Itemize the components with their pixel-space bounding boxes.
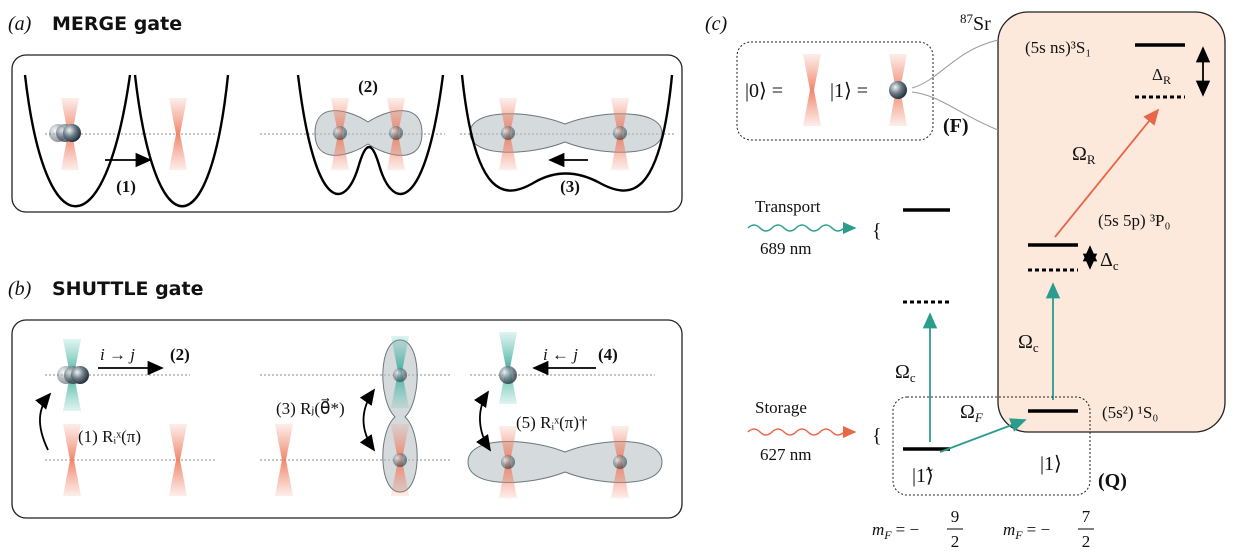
symbol: Ω bbox=[1072, 143, 1087, 165]
wavelength: 689 nm bbox=[760, 239, 811, 258]
rotation-label: (5) Rᵢˣ(π)† bbox=[516, 413, 588, 432]
atom bbox=[613, 126, 627, 140]
numerator: 7 bbox=[1082, 507, 1091, 526]
atom bbox=[613, 455, 627, 469]
subscript: F bbox=[974, 410, 984, 425]
level-label: (5s²) ¹S₀ bbox=[1102, 403, 1158, 422]
level-label: (5s 5p) ³P₀ bbox=[1098, 211, 1170, 230]
numerator: 9 bbox=[951, 507, 960, 526]
page: MERGE and SHUTTLE gates {"panel_a": {"la… bbox=[0, 0, 1238, 553]
move-label: i → j bbox=[100, 345, 135, 364]
subscript: F bbox=[1014, 528, 1023, 542]
symbol: Ω bbox=[960, 401, 975, 423]
qubit-tag: (F) bbox=[943, 115, 969, 137]
rabi-label: ΩF bbox=[960, 401, 984, 425]
panel-label: (a) bbox=[8, 13, 32, 35]
qubit-tag: (Q) bbox=[1098, 470, 1127, 492]
denominator: 2 bbox=[951, 532, 960, 551]
symbol: m bbox=[1003, 520, 1015, 539]
subscript: c bbox=[1033, 340, 1039, 355]
symbol: Ω bbox=[895, 361, 910, 383]
atom bbox=[393, 368, 407, 382]
atom bbox=[71, 366, 89, 384]
rotation-label: (1) Rᵢˣ(π) bbox=[78, 427, 141, 446]
figure: (a) MERGE gate (1) (2) (3) (b) SHUTTLE g… bbox=[0, 0, 1238, 553]
move-label: i ← j bbox=[543, 345, 578, 364]
subscript: R bbox=[1163, 73, 1171, 87]
mass-number: 87 bbox=[960, 11, 974, 26]
wavy-beam bbox=[748, 225, 855, 231]
symbol: Δ bbox=[1100, 249, 1113, 271]
isotope: 87Sr bbox=[960, 11, 991, 35]
panel-title: SHUTTLE gate bbox=[52, 278, 203, 300]
arrow bbox=[364, 390, 375, 450]
atom bbox=[889, 81, 907, 99]
bracket: { bbox=[872, 220, 882, 242]
element: Sr bbox=[973, 13, 991, 35]
laser bbox=[169, 98, 187, 170]
step-label: (3) bbox=[560, 177, 580, 196]
ket: |1⟩ = bbox=[830, 80, 868, 102]
beam-label: Storage bbox=[755, 398, 807, 417]
mf-label: mF = − 7 2 bbox=[1003, 507, 1094, 551]
bracket: { bbox=[872, 425, 882, 447]
mf-symbol: mF = − bbox=[872, 520, 919, 542]
atom bbox=[63, 124, 81, 142]
symbol: Ω bbox=[1018, 331, 1033, 353]
wavefunction bbox=[470, 114, 662, 152]
symbol: m bbox=[872, 520, 884, 539]
wavefunction bbox=[468, 442, 662, 483]
ket: |1⟩ bbox=[1040, 453, 1062, 475]
laser bbox=[169, 424, 187, 496]
potential-well bbox=[135, 75, 228, 206]
atom bbox=[393, 453, 407, 467]
relation: = − bbox=[1027, 520, 1050, 539]
panel-label: (b) bbox=[8, 278, 32, 300]
mf-label: mF = − 9 2 bbox=[872, 507, 963, 551]
atom bbox=[501, 126, 515, 140]
step-label: (4) bbox=[598, 345, 618, 364]
wavefunction bbox=[315, 111, 422, 156]
atom bbox=[499, 366, 517, 384]
panel-title: MERGE gate bbox=[52, 13, 182, 35]
wavelength: 627 nm bbox=[760, 445, 811, 464]
step-label: (2) bbox=[170, 345, 190, 364]
denominator: 2 bbox=[1082, 532, 1091, 551]
symbol: Δ bbox=[1152, 65, 1163, 84]
body: (a) MERGE gate (1) (2) (3) (b) SHUTTLE g… bbox=[0, 0, 1238, 553]
step-label: (1) bbox=[116, 177, 136, 196]
subscript: c bbox=[1113, 258, 1119, 273]
mf-symbol: mF = − bbox=[1003, 520, 1050, 542]
potential-well bbox=[25, 75, 130, 206]
rotation-label: (3) Rⱼ(θ⃗*) bbox=[276, 398, 345, 418]
subscript: R bbox=[1087, 152, 1096, 167]
subscript: c bbox=[910, 370, 916, 385]
atom bbox=[501, 455, 515, 469]
relation: = − bbox=[896, 520, 919, 539]
beam-label: Transport bbox=[755, 197, 821, 216]
rabi-label: Ωc bbox=[895, 361, 916, 385]
step-label: (2) bbox=[358, 77, 378, 96]
arrow bbox=[480, 392, 490, 450]
atom bbox=[333, 126, 347, 140]
arrow bbox=[40, 394, 50, 450]
level-label: (5s ns)³S₁ bbox=[1025, 38, 1091, 57]
ket: |1̃⟩ bbox=[912, 465, 934, 487]
panel-label: (c) bbox=[705, 13, 728, 35]
wavy-beam bbox=[748, 429, 855, 435]
subscript: F bbox=[883, 528, 892, 542]
ket: |0⟩ = bbox=[745, 80, 783, 102]
atom bbox=[389, 126, 403, 140]
